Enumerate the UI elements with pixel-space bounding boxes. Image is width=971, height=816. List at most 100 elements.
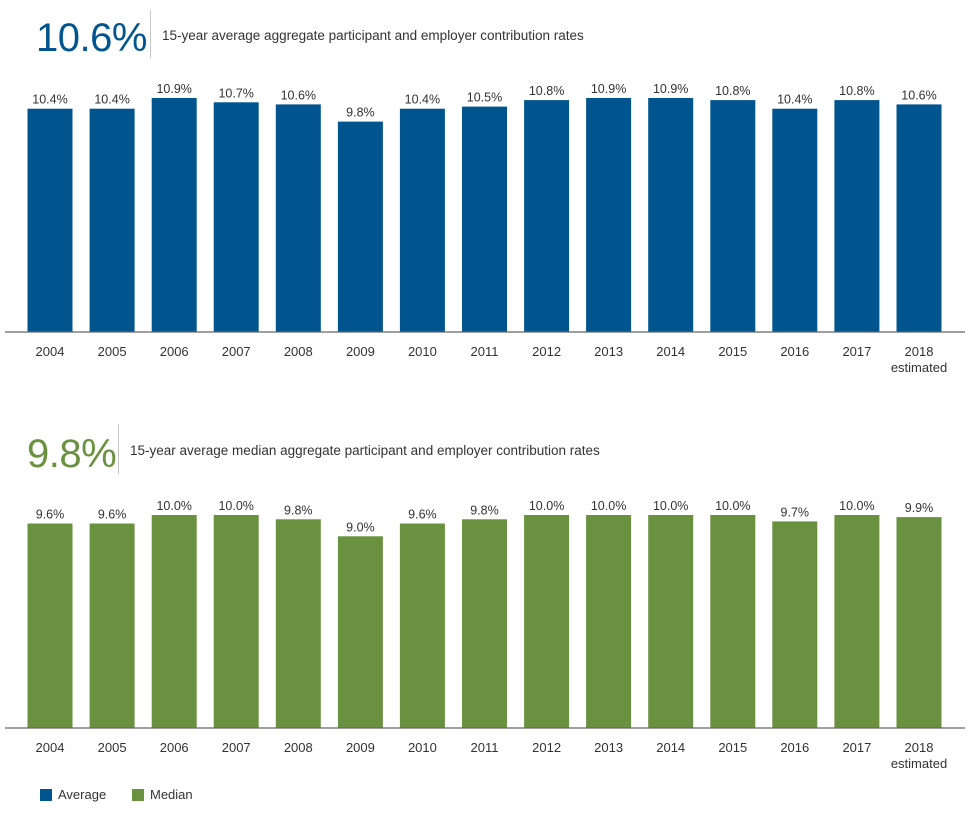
bar-2012 [524, 100, 570, 332]
value-label-2007: 10.7% [218, 86, 253, 100]
median-headline: 9.8% [27, 432, 117, 476]
tick-label-2011: 2011 [471, 740, 499, 755]
value-label-2015: 10.8% [715, 84, 750, 98]
value-label-2015: 10.0% [715, 499, 750, 513]
average-chart-header: 10.6% 15-year average aggregate particip… [0, 8, 971, 64]
legend-label-median: Median [150, 787, 193, 802]
bar-2011 [462, 106, 507, 332]
tick-label-2010: 2010 [408, 344, 437, 359]
median-bar-chart: 9.6% 2004 9.6% 2005 10.0% 2006 10.0% 2007 9.8% 20… [5, 499, 965, 771]
bar-2010 [399, 108, 445, 332]
value-label-2006: 10.9% [156, 82, 191, 96]
value-label-2004: 10.4% [32, 93, 67, 107]
bar-2009 [337, 121, 383, 332]
value-label-2005: 10.4% [94, 93, 129, 107]
bar-2011 [462, 519, 507, 728]
bar-2006 [151, 515, 197, 728]
value-label-2014: 10.0% [653, 499, 688, 513]
bar-2009 [337, 536, 383, 728]
bar-2016 [772, 108, 818, 332]
value-label-2010: 10.4% [405, 93, 440, 107]
median-header-divider [118, 424, 119, 474]
tick-label-2009: 2009 [346, 344, 375, 359]
median-chart-header: 9.8% 15-year average median aggregate pa… [0, 424, 971, 480]
tick-label-2005: 2005 [98, 740, 127, 755]
tick-label-2004: 2004 [36, 344, 65, 359]
value-label-2018: 9.9% [905, 501, 934, 515]
average-bar-chart: 10.4% 2004 10.4% 2005 10.9% 2006 10.7% 2007 10.6… [5, 82, 965, 375]
bar-2008 [275, 519, 321, 728]
tick-label-2016: 2016 [780, 740, 809, 755]
tick-label-2007: 2007 [222, 344, 251, 359]
bar-2004 [27, 108, 73, 332]
bar-2005 [89, 108, 135, 332]
tick-label-2018: 2018 [905, 344, 934, 359]
tick-label-2011: 2011 [471, 344, 499, 359]
value-label-2011: 10.5% [467, 91, 502, 105]
tick-label-2006: 2006 [160, 740, 189, 755]
value-label-2012: 10.0% [529, 499, 564, 513]
tick-label-2012: 2012 [532, 740, 561, 755]
tick-sublabel-2018: estimated [891, 360, 947, 375]
value-label-2012: 10.8% [529, 84, 564, 98]
bar-2007 [213, 102, 259, 332]
tick-label-2009: 2009 [346, 740, 375, 755]
average-header-divider [150, 10, 151, 58]
legend-label-average: Average [58, 787, 107, 802]
bar-2007 [213, 515, 259, 728]
value-label-2017: 10.8% [839, 84, 874, 98]
value-label-2008: 9.8% [284, 503, 313, 517]
tick-label-2013: 2013 [594, 740, 623, 755]
tick-sublabel-2018: estimated [891, 756, 947, 771]
bar-2015 [710, 100, 756, 332]
average-headline: 10.6% [36, 16, 147, 60]
bar-2004 [27, 523, 73, 728]
value-label-2009: 9.0% [346, 520, 375, 534]
tick-label-2004: 2004 [36, 740, 65, 755]
value-label-2011: 9.8% [470, 503, 499, 517]
bar-2018 [896, 104, 942, 333]
bar-2013 [586, 515, 632, 728]
tick-label-2012: 2012 [532, 344, 561, 359]
tick-label-2018: 2018 [905, 740, 934, 755]
bar-2008 [275, 104, 321, 333]
value-label-2007: 10.0% [218, 499, 253, 513]
tick-label-2014: 2014 [656, 344, 685, 359]
legend-swatch-median [132, 789, 144, 801]
value-label-2010: 9.6% [408, 508, 437, 522]
tick-label-2010: 2010 [408, 740, 437, 755]
value-label-2009: 9.8% [346, 106, 375, 120]
median-chart-title: 15-year average median aggregate partici… [130, 443, 600, 458]
tick-label-2017: 2017 [842, 740, 871, 755]
tick-label-2005: 2005 [98, 344, 127, 359]
value-label-2006: 10.0% [156, 499, 191, 513]
legend-swatch-average [40, 789, 52, 801]
tick-label-2016: 2016 [780, 344, 809, 359]
tick-label-2014: 2014 [656, 740, 685, 755]
tick-label-2008: 2008 [284, 344, 313, 359]
value-label-2016: 9.7% [781, 505, 810, 519]
value-label-2008: 10.6% [281, 88, 316, 102]
bar-2017 [834, 515, 880, 728]
value-label-2004: 9.6% [36, 508, 65, 522]
bar-2014 [648, 515, 694, 728]
value-label-2013: 10.9% [591, 82, 626, 96]
bar-2017 [834, 100, 880, 332]
value-label-2016: 10.4% [777, 93, 812, 107]
bar-2014 [648, 98, 694, 332]
bar-2013 [586, 98, 632, 332]
average-chart-title: 15-year average aggregate participant an… [162, 28, 584, 43]
tick-label-2015: 2015 [718, 344, 747, 359]
value-label-2013: 10.0% [591, 499, 626, 513]
tick-label-2017: 2017 [842, 344, 871, 359]
tick-label-2007: 2007 [222, 740, 251, 755]
bar-2016 [772, 521, 818, 728]
bar-2012 [524, 515, 570, 728]
value-label-2017: 10.0% [839, 499, 874, 513]
bar-2010 [399, 523, 445, 728]
tick-label-2013: 2013 [594, 344, 623, 359]
bar-2015 [710, 515, 756, 728]
bar-2018 [896, 517, 942, 728]
bar-2005 [89, 523, 135, 728]
tick-label-2008: 2008 [284, 740, 313, 755]
